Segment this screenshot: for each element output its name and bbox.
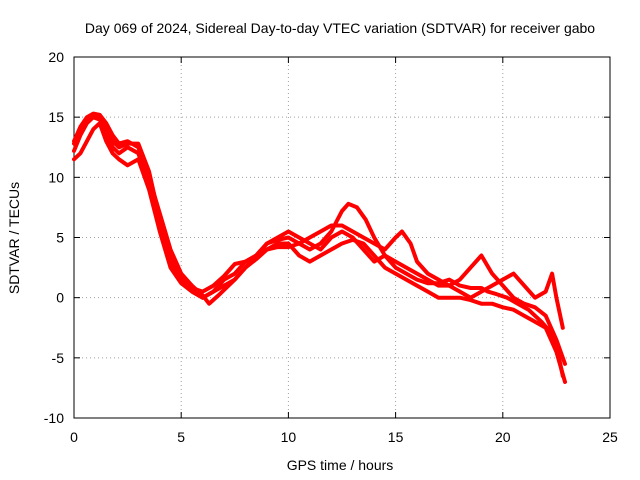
x-tick-label: 25: [602, 429, 618, 445]
y-tick-label: 10: [48, 169, 64, 185]
y-tick-label: 15: [48, 109, 64, 125]
series-line-pass-1: [72, 111, 565, 378]
y-tick-labels: -10 -5 0 5 10 15 20: [44, 49, 64, 426]
y-tick-label: -5: [52, 350, 65, 366]
y-tick-label: 5: [56, 230, 64, 246]
x-tick-label: 15: [388, 429, 404, 445]
x-tick-label: 0: [70, 429, 78, 445]
y-tick-label: -10: [44, 410, 64, 426]
x-axis-label: GPS time / hours: [287, 457, 394, 473]
y-tick-label: 20: [48, 49, 64, 65]
x-tick-labels: 0 5 10 15 20 25: [70, 429, 618, 445]
series-line-pass-4: [72, 112, 565, 330]
y-axis-label: SDTVAR / TECUs: [6, 182, 22, 294]
grid: [74, 57, 610, 418]
series-group: [72, 111, 567, 384]
series-line-pass-2: [72, 115, 567, 366]
y-tick-label: 0: [56, 290, 64, 306]
axis-ticks: [73, 56, 611, 419]
x-tick-label: 20: [495, 429, 511, 445]
series-line-pass-3: [72, 121, 567, 384]
chart-title: Day 069 of 2024, Sidereal Day-to-day VTE…: [85, 20, 595, 36]
x-tick-label: 10: [281, 429, 297, 445]
x-tick-label: 5: [177, 429, 185, 445]
